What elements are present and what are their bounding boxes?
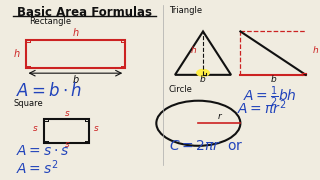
Text: $A = \pi r^2$: $A = \pi r^2$: [237, 98, 287, 117]
Circle shape: [197, 69, 209, 76]
Text: Rectangle: Rectangle: [29, 17, 71, 26]
Text: h: h: [312, 46, 318, 55]
Text: b: b: [270, 75, 276, 84]
Text: Circle: Circle: [169, 85, 193, 94]
Text: s: s: [64, 109, 69, 118]
Text: s: s: [64, 140, 69, 149]
Text: $A = b \cdot h$: $A = b \cdot h$: [16, 82, 83, 100]
Text: b: b: [72, 75, 78, 85]
Text: Triangle: Triangle: [169, 6, 202, 15]
Text: Square: Square: [13, 99, 43, 108]
Text: Basic Area Formulas: Basic Area Formulas: [17, 6, 152, 19]
Text: r: r: [218, 112, 221, 121]
Text: s: s: [33, 124, 38, 133]
Text: h: h: [191, 46, 196, 55]
Text: h: h: [13, 49, 19, 59]
Text: s: s: [94, 124, 99, 133]
Text: $A = \frac{1}{2}bh$: $A = \frac{1}{2}bh$: [244, 85, 297, 109]
Text: $A = s \cdot s$: $A = s \cdot s$: [16, 144, 69, 158]
Bar: [26, 40, 125, 68]
Text: b: b: [200, 75, 206, 84]
Text: h: h: [72, 28, 78, 38]
Text: $A = s^2$: $A = s^2$: [16, 158, 59, 177]
Bar: [44, 119, 89, 143]
Text: $C = 2\pi r$  or: $C = 2\pi r$ or: [169, 139, 244, 153]
